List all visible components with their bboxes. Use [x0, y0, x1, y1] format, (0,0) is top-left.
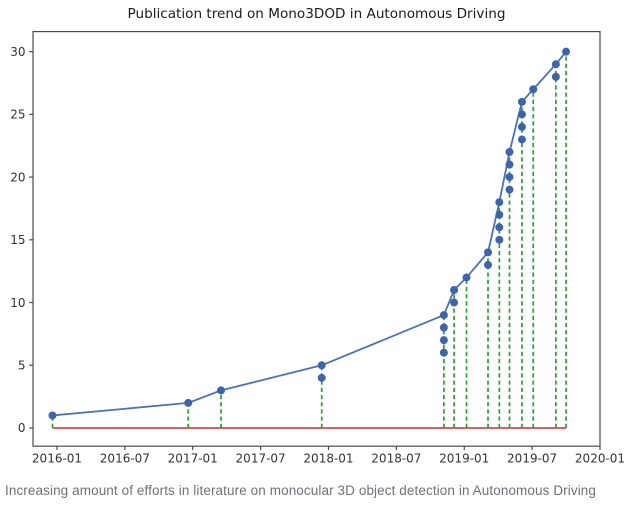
data-point-marker: [562, 47, 571, 56]
data-point-marker: [529, 85, 538, 94]
x-axis-tick-label: 2018-01: [303, 452, 353, 466]
data-point-marker: [517, 97, 526, 106]
x-axis-tick-label: 2019-01: [439, 452, 489, 466]
data-point-marker: [462, 273, 471, 282]
data-point-marker: [317, 373, 326, 382]
figure-caption: Increasing amount of efforts in literatu…: [5, 483, 597, 498]
data-point-marker: [517, 122, 526, 131]
y-axis-tick-label: 30: [10, 45, 25, 59]
data-point-marker: [217, 386, 226, 395]
y-axis-tick-label: 10: [10, 296, 25, 310]
data-point-marker: [184, 398, 193, 407]
x-axis-tick-label: 2017-01: [168, 452, 218, 466]
y-axis-tick-label: 0: [18, 421, 26, 435]
data-point-marker: [505, 173, 514, 182]
plot-area: 2016-01 2016-07 2017-01 2017-07 2018-01 2018-…: [10, 30, 625, 466]
data-point-marker: [450, 298, 459, 307]
data-point-marker: [517, 135, 526, 144]
data-point-marker: [495, 235, 504, 244]
x-axis-tick-label: 2016-07: [100, 452, 150, 466]
data-point-marker: [505, 148, 514, 157]
data-point-marker: [450, 286, 459, 295]
data-point-marker: [439, 311, 448, 320]
x-axis-tick-label: 2016-01: [32, 452, 82, 466]
data-point-marker: [439, 348, 448, 357]
x-axis-tick-label: 2019-07: [507, 452, 557, 466]
data-point-marker: [517, 110, 526, 119]
publication-trend-chart: Publication trend on Mono3DOD in Autonom…: [10, 6, 625, 466]
data-point-marker: [495, 210, 504, 219]
data-point-marker: [495, 223, 504, 232]
x-axis-tick-label: 2020-01: [575, 452, 625, 466]
y-axis-tick-label: 25: [10, 108, 25, 122]
data-point-marker: [484, 260, 493, 269]
data-point-marker: [505, 160, 514, 169]
y-axis-tick-label: 5: [18, 358, 26, 372]
trend-line: [51, 50, 567, 417]
data-point-marker: [48, 411, 57, 420]
data-point-marker: [495, 198, 504, 207]
y-axis-tick-label: 20: [10, 170, 25, 184]
data-point-marker: [551, 60, 560, 69]
data-point-marker: [317, 361, 326, 370]
chart-title: Publication trend on Mono3DOD in Autonom…: [128, 6, 506, 22]
y-axis-tick-label: 15: [10, 233, 25, 247]
data-point-marker: [551, 72, 560, 81]
data-point-marker: [439, 323, 448, 332]
x-axis-tick-label: 2018-07: [371, 452, 421, 466]
x-axis-tick-label: 2017-07: [236, 452, 286, 466]
data-point-marker: [505, 185, 514, 194]
data-point-marker: [484, 248, 493, 257]
data-point-marker: [439, 336, 448, 345]
plot-border: [32, 30, 601, 447]
